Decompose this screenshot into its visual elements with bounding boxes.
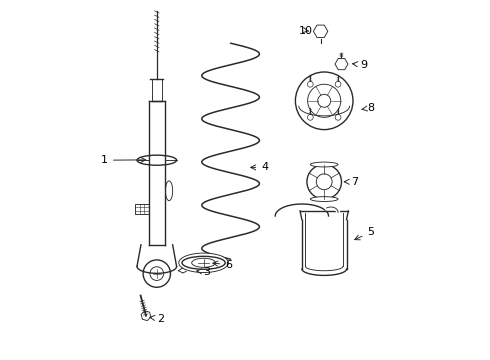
Circle shape — [308, 84, 341, 117]
Text: 2: 2 — [150, 314, 164, 324]
Text: 4: 4 — [251, 162, 269, 172]
Text: 3: 3 — [196, 267, 211, 277]
Text: 8: 8 — [362, 103, 374, 113]
Circle shape — [295, 72, 353, 130]
Circle shape — [307, 165, 342, 199]
Circle shape — [318, 94, 331, 107]
Circle shape — [316, 174, 332, 190]
Circle shape — [335, 114, 341, 120]
Text: 10: 10 — [299, 26, 313, 36]
Circle shape — [307, 81, 313, 87]
Circle shape — [335, 81, 341, 87]
Ellipse shape — [192, 258, 216, 267]
Circle shape — [307, 114, 313, 120]
Text: 6: 6 — [213, 260, 232, 270]
Ellipse shape — [182, 256, 225, 269]
Text: 5: 5 — [355, 227, 374, 240]
Ellipse shape — [310, 162, 338, 167]
Text: 1: 1 — [101, 155, 146, 165]
FancyBboxPatch shape — [135, 204, 149, 214]
Ellipse shape — [179, 253, 228, 273]
Text: 9: 9 — [352, 60, 368, 70]
Text: 7: 7 — [344, 177, 358, 187]
Ellipse shape — [310, 197, 338, 202]
